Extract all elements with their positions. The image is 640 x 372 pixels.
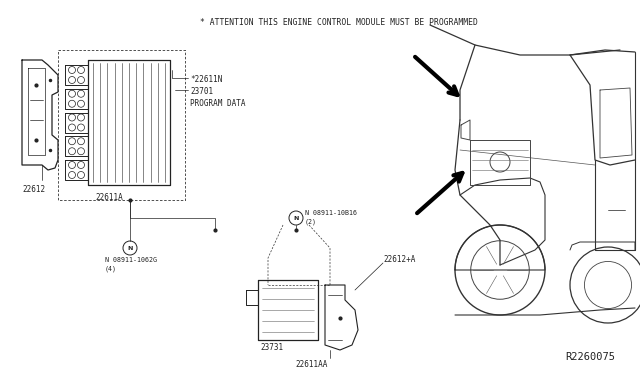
Text: 22612: 22612 — [22, 185, 45, 194]
Text: 22611AA: 22611AA — [295, 360, 328, 369]
Text: * ATTENTION THIS ENGINE CONTROL MODULE MUST BE PROGRAMMED: * ATTENTION THIS ENGINE CONTROL MODULE M… — [200, 18, 478, 27]
Text: N: N — [293, 215, 299, 221]
Text: R2260075: R2260075 — [565, 352, 615, 362]
Text: N 08911-10B16: N 08911-10B16 — [305, 210, 357, 216]
Text: PROGRAM DATA: PROGRAM DATA — [190, 99, 246, 108]
Text: 22612+A: 22612+A — [383, 255, 415, 264]
Text: (2): (2) — [305, 218, 317, 224]
Text: 23701: 23701 — [190, 87, 213, 96]
Text: 23731: 23731 — [260, 343, 283, 352]
Text: (4): (4) — [105, 265, 117, 272]
Text: *22611N: *22611N — [190, 75, 222, 84]
Text: N 08911-1062G: N 08911-1062G — [105, 257, 157, 263]
Text: 22611A: 22611A — [95, 193, 123, 202]
Text: N: N — [127, 246, 132, 250]
